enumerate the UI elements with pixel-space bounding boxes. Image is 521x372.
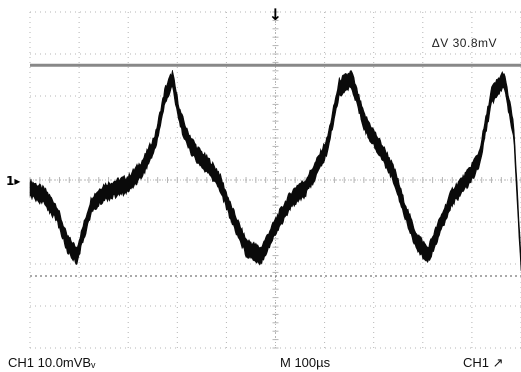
waveform-trace [29,69,521,271]
trigger-source-label: CH1 ↗ [463,355,504,370]
channel-1-ground-marker: 1▸ [6,174,20,188]
channel-scale-label: CH1 10.0mVBᵥ [8,355,96,370]
graticule-grid [29,11,521,349]
trigger-position-marker: ↓ [269,5,282,24]
timebase-label: M 100µs [280,355,331,370]
delta-v-readout: ΔV 30.8mV [431,36,497,50]
